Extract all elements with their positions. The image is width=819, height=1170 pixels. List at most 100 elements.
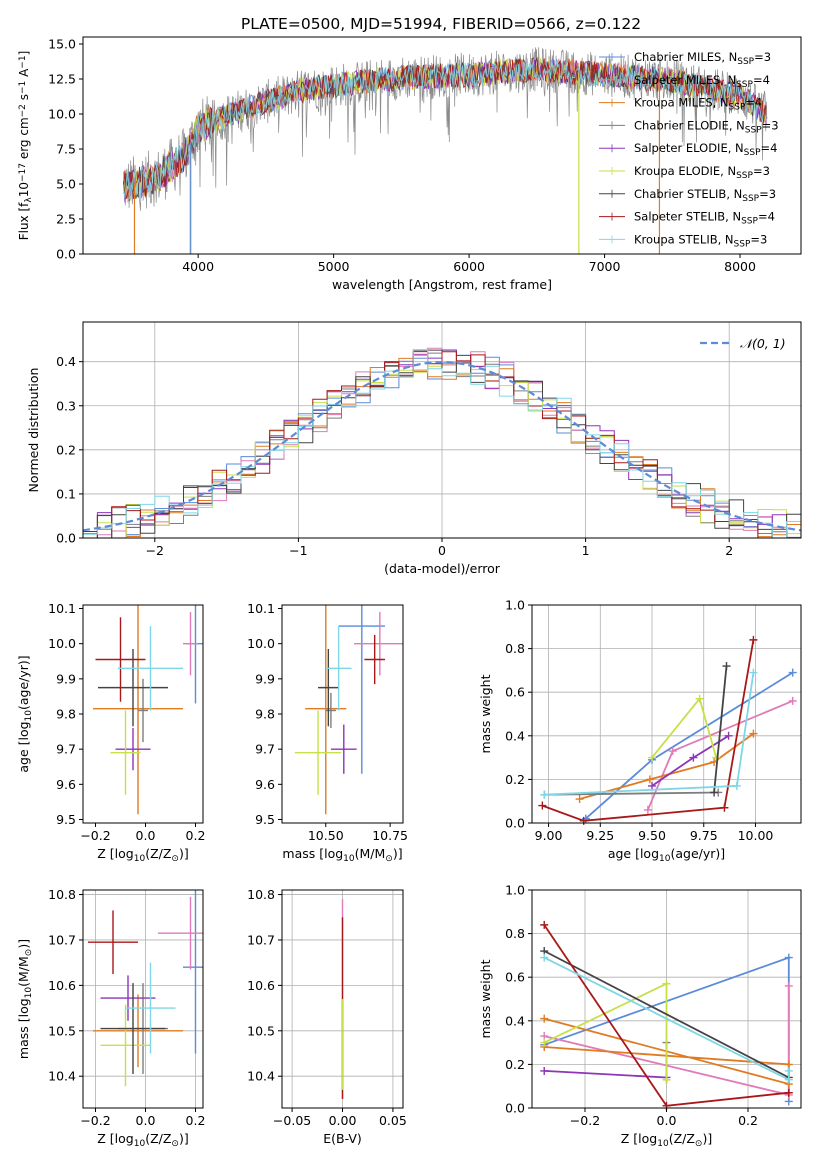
x-axis-label: mass [log10(M/M⊙)]: [282, 846, 402, 864]
y-tick-label: 10.1: [48, 601, 76, 616]
histogram-step: [83, 351, 801, 538]
series-line: [543, 950, 790, 1079]
errorbar-point: [93, 994, 183, 1068]
legend-entry: Kroupa ELODIE, NSSP=3: [634, 164, 770, 181]
series-line: [579, 732, 754, 800]
y-axis-label: mass weight: [478, 959, 493, 1038]
y-tick-label: 10.7: [247, 932, 275, 947]
errorbar-point: [98, 648, 168, 727]
x-tick-label: 0: [438, 543, 446, 558]
series-marker: [784, 1075, 793, 1084]
y-tick-label: 9.7: [56, 742, 76, 757]
series-marker: [648, 781, 657, 790]
y-tick-label: 0.4: [505, 1013, 525, 1028]
legend-entry: Kroupa MILES, NSSP=4: [634, 96, 762, 113]
x-axis-label: wavelength [Angstrom, rest frame]: [332, 277, 552, 292]
series-marker: [784, 1066, 793, 1075]
figure-title: PLATE=0500, MJD=51994, FIBERID=0566, z=0…: [241, 15, 641, 33]
x-axis-label: Z [log10(Z/Z⊙)]: [621, 1131, 712, 1149]
y-tick-label: 10.1: [247, 601, 275, 616]
errorbar-point: [110, 710, 141, 795]
y-tick-label: 1.0: [505, 598, 525, 613]
y-tick-label: 10.5: [247, 1023, 275, 1038]
series-line: [544, 1070, 667, 1079]
errorbar-point: [354, 612, 403, 676]
x-tick-label: −0.2: [80, 828, 110, 843]
y-tick-label: 0.8: [505, 926, 525, 941]
x-tick-label: 9.50: [638, 828, 666, 843]
y-tick-label: 7.5: [56, 142, 76, 157]
errorbar-point: [338, 605, 385, 774]
y-tick-label: 10.4: [48, 1069, 76, 1084]
y-tick-label: 9.9: [56, 671, 76, 686]
errorbar-points: [88, 890, 203, 1087]
errorbar-point: [305, 605, 347, 815]
x-tick-label: −0.05: [273, 1113, 311, 1128]
x-tick-label: 0.00: [329, 1113, 357, 1128]
y-tick-label: 9.6: [56, 777, 76, 792]
y-tick-label: 5.0: [56, 177, 76, 192]
series-marker: [662, 979, 671, 988]
legend-entry: Kroupa STELIB, NSSP=3: [634, 232, 767, 249]
errorbar-point: [318, 648, 339, 727]
x-tick-label: 0.0: [136, 828, 156, 843]
y-tick-label: 0.0: [56, 247, 76, 262]
errorbar-point: [364, 634, 385, 685]
errorbar-point: [330, 724, 357, 774]
y-tick-label: 0.4: [505, 728, 525, 743]
errorbar-point: [100, 983, 166, 1074]
series-marker: [575, 795, 584, 804]
axes-frame: [82, 36, 802, 255]
spectrum-panel: 4000 5000 6000 7000 8000 0.0 2.5 5.0 7.5 10.0 12.5…: [17, 36, 802, 292]
x-axis-label: E(B-V): [323, 1131, 362, 1146]
errorbar-points: [294, 605, 403, 815]
x-tick-label: 6000: [453, 259, 485, 274]
y-axis-label: mass weight: [478, 674, 493, 753]
series-marker: [645, 775, 654, 784]
x-tick-label: 0.0: [657, 1113, 677, 1128]
y-tick-label: 0.0: [56, 531, 76, 546]
residuals-panel: −2 −1 0 1 2 0.0 0.1 0.2 0.3 0.4 (data-model)/error…: [26, 321, 802, 576]
x-axis-label: Z [log10(Z/Z⊙)]: [97, 846, 188, 864]
age-vs-metallicity-panel: −0.2 0.0 0.2 9.5 9.6 9.7 9.8 9.9 10.0 10.1 Z [log1…: [16, 601, 205, 864]
legend-entry: Salpeter ELODIE, NSSP=4: [634, 141, 777, 158]
x-tick-label: 4000: [182, 259, 214, 274]
axes-frame: [531, 604, 802, 824]
x-tick-label: 8000: [724, 259, 756, 274]
axes-frame: [281, 604, 404, 824]
weight-series: [538, 635, 797, 825]
y-axis-label: Flux [fλ10−17 erg cm−2 s−1 A−1]: [17, 51, 34, 241]
y-tick-label: 0.1: [56, 486, 76, 501]
x-tick-label: −0.2: [570, 1113, 600, 1128]
errorbar-point: [158, 896, 203, 970]
legend-entry: Salpeter MILES, NSSP=4: [634, 73, 770, 90]
y-tick-label: 9.5: [56, 812, 76, 827]
series-marker: [540, 1038, 549, 1047]
y-tick-label: 0.0: [505, 816, 525, 831]
series-line: [543, 982, 668, 1080]
legend-entry: Chabrier STELIB, NSSP=3: [634, 187, 776, 204]
spectrum-traces: [123, 47, 768, 254]
x-tick-label: 0.2: [738, 1113, 758, 1128]
x-tick-label: 7000: [589, 259, 621, 274]
series-marker: [695, 694, 704, 703]
y-tick-label: 10.4: [247, 1069, 275, 1084]
series-marker: [712, 753, 721, 762]
series-marker: [643, 805, 652, 814]
errorbar-point: [125, 962, 176, 1054]
series-marker: [662, 1075, 671, 1084]
y-tick-label: 12.5: [48, 72, 76, 87]
series-marker: [540, 1066, 549, 1075]
histogram-traces: [83, 347, 801, 538]
series-marker: [784, 981, 793, 990]
spectrum-line: [123, 58, 767, 200]
x-tick-label: 10.50: [308, 828, 344, 843]
y-tick-label: 9.5: [255, 812, 275, 827]
y-tick-label: 0.2: [56, 442, 76, 457]
normal-curve: [83, 360, 801, 532]
series-marker: [538, 801, 547, 810]
series-marker: [648, 753, 657, 762]
x-tick-label: 10.00: [738, 828, 774, 843]
x-tick-label: 1: [582, 543, 590, 558]
y-tick-label: 10.8: [48, 887, 76, 902]
